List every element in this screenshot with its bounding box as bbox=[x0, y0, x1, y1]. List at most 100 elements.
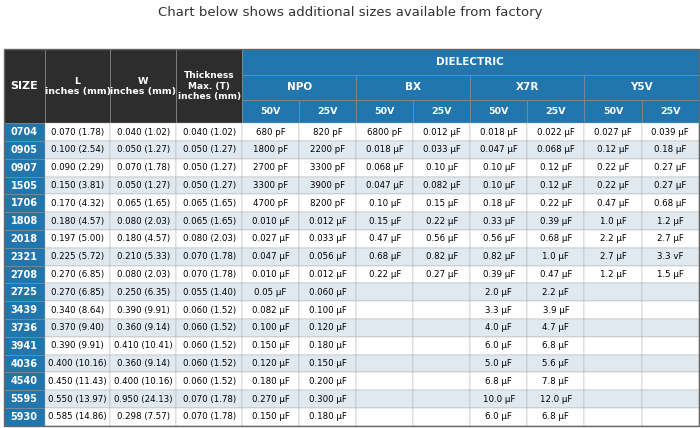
Text: 25V: 25V bbox=[546, 107, 566, 116]
Text: 0.390 (9.91): 0.390 (9.91) bbox=[51, 341, 104, 350]
Text: 0.550 (13.97): 0.550 (13.97) bbox=[48, 395, 107, 404]
Text: 1.0 μF: 1.0 μF bbox=[600, 217, 626, 226]
Text: 0.450 (11.43): 0.450 (11.43) bbox=[48, 377, 107, 386]
Text: 1.2 μF: 1.2 μF bbox=[600, 270, 626, 279]
Text: 0.200 μF: 0.200 μF bbox=[309, 377, 346, 386]
Text: 0.022 μF: 0.022 μF bbox=[537, 128, 575, 137]
Text: 0.390 (9.91): 0.390 (9.91) bbox=[117, 306, 170, 315]
Text: 4.7 μF: 4.7 μF bbox=[542, 324, 569, 333]
Text: 5930: 5930 bbox=[10, 412, 38, 422]
Text: 0.012 μF: 0.012 μF bbox=[309, 270, 346, 279]
Text: 0.56 μF: 0.56 μF bbox=[483, 235, 515, 244]
Text: 50V: 50V bbox=[260, 107, 281, 116]
Text: 0.033 μF: 0.033 μF bbox=[423, 146, 461, 155]
Text: 0.010 μF: 0.010 μF bbox=[252, 270, 290, 279]
Text: 0.270 (6.85): 0.270 (6.85) bbox=[51, 288, 104, 297]
Text: 0.070 (1.78): 0.070 (1.78) bbox=[183, 413, 236, 422]
Text: 0.150 (3.81): 0.150 (3.81) bbox=[51, 181, 104, 190]
Text: 0.060 μF: 0.060 μF bbox=[309, 288, 346, 297]
Text: 0.047 μF: 0.047 μF bbox=[252, 252, 290, 261]
Text: 0.070 (1.78): 0.070 (1.78) bbox=[183, 395, 236, 404]
Text: 0.068 μF: 0.068 μF bbox=[537, 146, 575, 155]
Text: 0907: 0907 bbox=[10, 163, 38, 173]
Text: 0.040 (1.02): 0.040 (1.02) bbox=[117, 128, 170, 137]
Text: 5.0 μF: 5.0 μF bbox=[485, 359, 512, 368]
Text: 0.060 (1.52): 0.060 (1.52) bbox=[183, 341, 236, 350]
Text: 0.15 μF: 0.15 μF bbox=[368, 217, 401, 226]
Text: 3300 pF: 3300 pF bbox=[253, 181, 288, 190]
Text: 0.100 (2.54): 0.100 (2.54) bbox=[51, 146, 104, 155]
Text: 50V: 50V bbox=[489, 107, 509, 116]
Text: 0.05 μF: 0.05 μF bbox=[254, 288, 287, 297]
Text: 0.68 μF: 0.68 μF bbox=[540, 235, 572, 244]
Text: 3941: 3941 bbox=[10, 341, 38, 351]
Text: 0.090 (2.29): 0.090 (2.29) bbox=[51, 163, 104, 172]
Text: 0.012 μF: 0.012 μF bbox=[309, 217, 346, 226]
Text: 0.270 μF: 0.270 μF bbox=[252, 395, 290, 404]
Text: 0.15 μF: 0.15 μF bbox=[426, 199, 458, 208]
Text: 0.340 (8.64): 0.340 (8.64) bbox=[51, 306, 104, 315]
Text: 0704: 0704 bbox=[10, 127, 38, 137]
Text: 0.250 (6.35): 0.250 (6.35) bbox=[117, 288, 170, 297]
Text: 820 pF: 820 pF bbox=[313, 128, 342, 137]
Text: 0.027 μF: 0.027 μF bbox=[252, 235, 290, 244]
Text: 6.8 μF: 6.8 μF bbox=[542, 413, 569, 422]
Text: 2.2 μF: 2.2 μF bbox=[542, 288, 569, 297]
Text: 6.8 μF: 6.8 μF bbox=[542, 341, 569, 350]
Text: 2321: 2321 bbox=[10, 252, 38, 262]
Text: 0.180 (4.57): 0.180 (4.57) bbox=[117, 235, 170, 244]
Text: 3300 pF: 3300 pF bbox=[310, 163, 345, 172]
Text: 0.22 μF: 0.22 μF bbox=[368, 270, 401, 279]
Text: 50V: 50V bbox=[603, 107, 623, 116]
Text: 4036: 4036 bbox=[10, 359, 38, 369]
Text: 1.5 μF: 1.5 μF bbox=[657, 270, 683, 279]
Text: 0.585 (14.86): 0.585 (14.86) bbox=[48, 413, 107, 422]
Text: 0.27 μF: 0.27 μF bbox=[654, 181, 686, 190]
Text: 0.10 μF: 0.10 μF bbox=[368, 199, 401, 208]
Text: 0.065 (1.65): 0.065 (1.65) bbox=[183, 199, 236, 208]
Text: 0.68 μF: 0.68 μF bbox=[654, 199, 686, 208]
Text: 6.0 μF: 6.0 μF bbox=[485, 341, 512, 350]
Text: Y5V: Y5V bbox=[630, 82, 653, 92]
Text: 0.22 μF: 0.22 μF bbox=[540, 199, 572, 208]
Text: 0.050 (1.27): 0.050 (1.27) bbox=[183, 181, 236, 190]
Text: 1800 pF: 1800 pF bbox=[253, 146, 288, 155]
Text: 3.3 μF: 3.3 μF bbox=[485, 306, 512, 315]
Text: 0.033 μF: 0.033 μF bbox=[309, 235, 346, 244]
Text: 3900 pF: 3900 pF bbox=[310, 181, 345, 190]
Text: 0.10 μF: 0.10 μF bbox=[426, 163, 458, 172]
Text: 0.018 μF: 0.018 μF bbox=[480, 128, 518, 137]
Text: 0.018 μF: 0.018 μF bbox=[366, 146, 404, 155]
Text: X7R: X7R bbox=[516, 82, 539, 92]
Polygon shape bbox=[441, 399, 575, 411]
Text: 0.050 (1.27): 0.050 (1.27) bbox=[117, 146, 170, 155]
Text: 50V: 50V bbox=[374, 107, 395, 116]
Text: 6800 pF: 6800 pF bbox=[367, 128, 402, 137]
Text: 0.39 μF: 0.39 μF bbox=[483, 270, 515, 279]
Text: 0.060 (1.52): 0.060 (1.52) bbox=[183, 306, 236, 315]
Text: SIZE: SIZE bbox=[10, 81, 38, 91]
Text: DIELECTRIC: DIELECTRIC bbox=[437, 57, 504, 67]
Text: 3.9 μF: 3.9 μF bbox=[542, 306, 569, 315]
Text: 0.047 μF: 0.047 μF bbox=[366, 181, 404, 190]
Text: 0.410 (10.41): 0.410 (10.41) bbox=[114, 341, 173, 350]
Text: 0.055 (1.40): 0.055 (1.40) bbox=[183, 288, 236, 297]
Text: 0.27 μF: 0.27 μF bbox=[654, 163, 686, 172]
Text: 0.100 μF: 0.100 μF bbox=[252, 324, 290, 333]
Text: 0.22 μF: 0.22 μF bbox=[597, 181, 629, 190]
Text: 4700 pF: 4700 pF bbox=[253, 199, 288, 208]
Text: 0.180 (4.57): 0.180 (4.57) bbox=[51, 217, 104, 226]
Text: 2.7 μF: 2.7 μF bbox=[600, 252, 626, 261]
Text: 25V: 25V bbox=[660, 107, 680, 116]
Text: 0.12 μF: 0.12 μF bbox=[597, 146, 629, 155]
Text: 0.180 μF: 0.180 μF bbox=[309, 413, 346, 422]
Text: 6.0 μF: 6.0 μF bbox=[485, 413, 512, 422]
Text: 0.080 (2.03): 0.080 (2.03) bbox=[117, 217, 170, 226]
Text: 0.070 (1.78): 0.070 (1.78) bbox=[183, 270, 236, 279]
Text: 680 pF: 680 pF bbox=[256, 128, 286, 137]
Text: 0.010 μF: 0.010 μF bbox=[252, 217, 290, 226]
Polygon shape bbox=[575, 383, 620, 411]
Text: 0.22 μF: 0.22 μF bbox=[597, 163, 629, 172]
Text: 7.8 μF: 7.8 μF bbox=[542, 377, 569, 386]
Text: 0.47 μF: 0.47 μF bbox=[540, 270, 572, 279]
